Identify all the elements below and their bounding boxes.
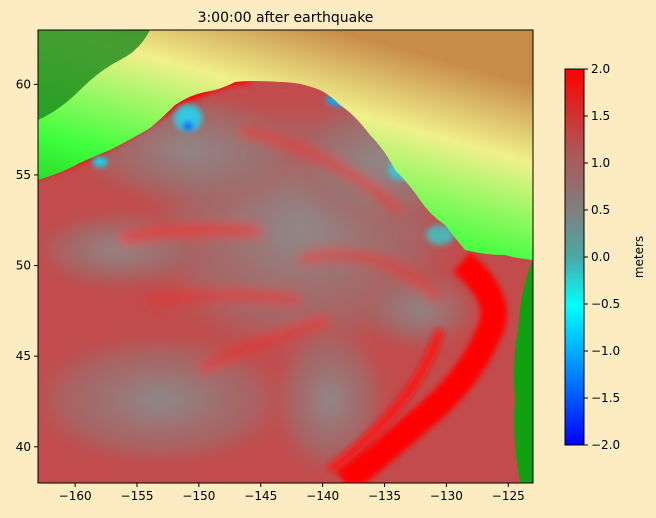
y-tick-label: 55 bbox=[16, 168, 31, 182]
coastal-lowland-fringe bbox=[38, 30, 150, 120]
colorbar-tick-label: −2.0 bbox=[591, 438, 620, 452]
y-axis-ticks: 40 45 50 55 60 bbox=[16, 77, 38, 454]
north-american-coast bbox=[514, 260, 533, 483]
x-tick-label: −135 bbox=[368, 489, 401, 503]
colorbar-tick-label: −1.0 bbox=[591, 344, 620, 358]
colorbar-tick-label: 1.5 bbox=[591, 109, 610, 123]
colorbar-tick-label: 1.0 bbox=[591, 156, 610, 170]
colorbar-gradient bbox=[564, 68, 585, 446]
colorbar-tick-label: 0.0 bbox=[591, 250, 610, 264]
x-tick-label: −150 bbox=[182, 489, 215, 503]
x-axis-ticks: −160 −155 −150 −145 −140 −135 −130 −125 bbox=[59, 483, 525, 503]
x-tick-label: −125 bbox=[492, 489, 525, 503]
colorbar-tick-label: 2.0 bbox=[591, 62, 610, 76]
y-tick-label: 50 bbox=[16, 259, 31, 273]
x-tick-label: −160 bbox=[59, 489, 92, 503]
plot-frame bbox=[37, 29, 534, 484]
x-tick-label: −140 bbox=[306, 489, 339, 503]
y-tick-label: 45 bbox=[16, 349, 31, 363]
y-tick-label: 40 bbox=[16, 440, 31, 454]
x-tick-label: −155 bbox=[121, 489, 154, 503]
y-tick-label: 60 bbox=[16, 77, 31, 91]
chart-title: 3:00:00 after earthquake bbox=[198, 10, 374, 26]
x-tick-label: −130 bbox=[430, 489, 463, 503]
colorbar-tick-label: −0.5 bbox=[591, 297, 620, 311]
colorbar-ticks: 2.0 1.5 1.0 0.5 0.0 −0.5 −1.0 −1.5 −2.0 bbox=[584, 62, 620, 452]
x-tick-label: −145 bbox=[244, 489, 277, 503]
colorbar-label: meters bbox=[632, 236, 646, 278]
plot-area bbox=[38, 30, 533, 483]
colorbar: 2.0 1.5 1.0 0.5 0.0 −0.5 −1.0 −1.5 −2.0 meters bbox=[564, 62, 646, 452]
alaska-landmass bbox=[38, 30, 533, 260]
colorbar-tick-label: −1.5 bbox=[591, 391, 620, 405]
colorbar-tick-label: 0.5 bbox=[591, 203, 610, 217]
